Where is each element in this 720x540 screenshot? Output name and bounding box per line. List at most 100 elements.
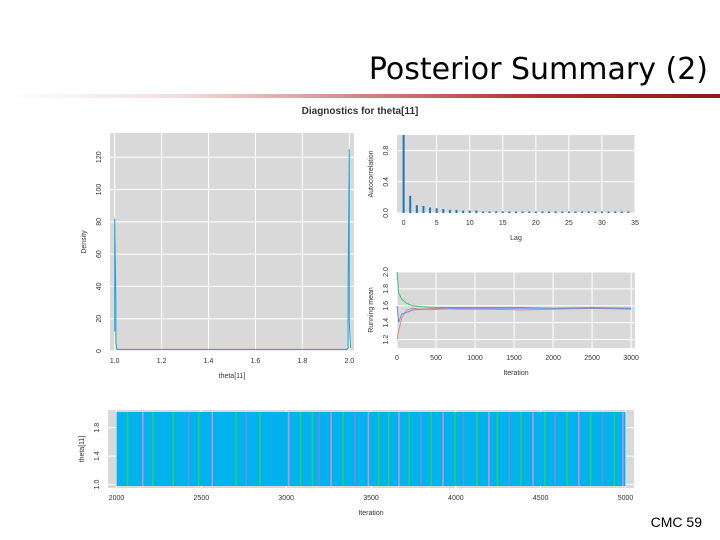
acf-bar [614,211,617,213]
trace-x-tick-label: 5000 [618,495,634,502]
autocorrelation-x-tick-label: 5 [435,220,439,227]
trace-excursion [318,412,320,486]
running-mean-y-tick-label: 2.0 [383,267,390,277]
trace-x-tick-label: 2000 [109,495,125,502]
acf-bar [627,211,630,213]
acf-bar [528,211,531,213]
density-y-tick-label: 40 [96,282,103,290]
trace-excursion [245,412,248,486]
running-mean-x-tick-label: 3000 [623,355,639,362]
trace-excursion [462,412,465,486]
trace-x-tick-label: 4500 [533,495,549,502]
acf-bar [534,211,537,213]
density-x-axis-label: theta[11] [219,373,246,380]
running-mean-line-1 [396,307,632,340]
density-x-tick-label: 2.0 [344,358,354,365]
density-y-tick-label: 0 [96,349,103,353]
trace-excursion [578,412,580,486]
acf-bar [495,211,498,213]
trace-y-tick-label: 1.8 [94,423,101,433]
trace-excursion [622,412,624,486]
trace-excursion [367,412,370,486]
density-y-tick-label: 120 [96,151,103,163]
trace-excursion [589,412,592,486]
autocorrelation-x-tick-label: 25 [565,220,573,227]
trace-excursion [311,412,314,486]
trace-excursion [544,412,546,486]
trace-excursion [408,412,410,486]
trace-x-tick-label: 3500 [363,495,379,502]
trace-excursion [377,412,380,486]
trace-excursion [126,412,129,486]
trace-excursion [442,412,444,486]
trace-excursion [259,412,261,486]
trace-excursion [601,412,604,486]
acf-bar [515,211,517,213]
trace-x-tick-label: 3000 [278,495,294,502]
acf-bar [435,208,438,213]
autocorrelation-y-tick-label: 0.8 [383,146,390,156]
trace-excursion [354,412,356,486]
acf-bar [508,211,511,213]
running-mean-y-tick-label: 1.8 [383,284,390,294]
running-mean-panel: 0 500 1000 1500 2000 2500 3000 1.2 1.4 1.6 1.8 2.0 I… [368,267,639,377]
acf-bar [422,205,425,213]
density-y-axis-label: Density [81,230,88,254]
density-x-tick-label: 1.2 [157,358,167,365]
running-mean-line-3 [396,305,632,323]
trace-y-tick-label: 1.4 [94,451,101,461]
figure-title: Diagnostics for theta[11] [302,106,419,117]
slide-number: CMC 59 [650,514,702,530]
title-underline [0,94,720,98]
density-y-tick-label: 100 [96,184,103,196]
autocorrelation-x-tick-label: 20 [532,220,540,227]
slide-title: Posterior Summary (2) [368,52,708,87]
trace-excursion [197,412,200,486]
density-y-tick-label: 20 [96,315,103,323]
trace-excursion [211,412,214,486]
trace-excursion [330,412,332,486]
running-mean-x-tick-label: 500 [430,355,442,362]
trace-excursion [398,412,400,486]
density-x-tick-label: 1.8 [298,358,308,365]
density-x-tick-label: 1.0 [110,358,120,365]
trace-excursion [235,412,237,486]
trace-excursion [299,412,302,486]
acf-bar [462,210,465,213]
trace-excursion [387,412,390,486]
trace-excursion [152,412,154,486]
autocorrelation-plot-area [397,135,635,213]
acf-bar [587,211,590,213]
density-x-tick-label: 1.4 [204,358,214,365]
running-mean-x-tick-label: 2000 [545,355,561,362]
autocorrelation-x-tick-label: 15 [499,220,507,227]
acf-bar [594,211,597,213]
trace-excursion [613,412,616,486]
acf-bar [581,211,584,213]
acf-bar [600,211,603,213]
trace-excursion [430,412,432,486]
acf-bar [448,209,451,213]
acf-bar [607,211,610,213]
acf-bar [521,211,524,213]
trace-excursion [488,412,490,486]
running-mean-y-tick-label: 1.4 [383,318,390,328]
density-y-tick-label: 80 [96,218,103,226]
trace-excursion [566,412,568,486]
trace-excursion [508,412,511,486]
autocorrelation-x-tick-label: 10 [466,220,474,227]
density-y-tick-label: 60 [96,250,103,258]
trace-excursion [476,412,478,486]
density-panel: 1.0 1.2 1.4 1.6 1.8 2.0 0 20 40 60 80 100 120 theta[1… [81,133,354,380]
acf-bar [541,211,544,213]
trace-excursion [141,412,144,486]
trace-x-axis-label: Iteration [358,510,383,517]
acf-bar [488,211,491,213]
autocorrelation-x-axis-label: Lag [510,235,522,242]
density-line [114,149,351,350]
trace-excursion [420,412,422,486]
acf-bar [415,205,418,213]
trace-y-tick-label: 1.0 [94,479,101,489]
trace-excursion [532,412,534,486]
